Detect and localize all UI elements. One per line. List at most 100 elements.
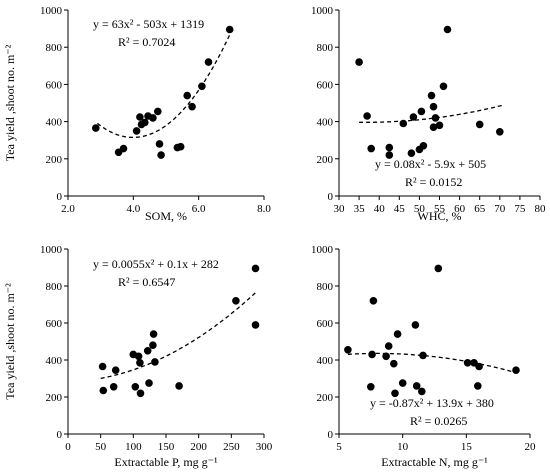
data-point (198, 82, 206, 91)
data-point (496, 128, 504, 136)
equation-label: y = -0.87x² + 13.9x + 380 (370, 396, 494, 410)
data-point (382, 352, 390, 361)
data-point (439, 82, 448, 91)
data-point (463, 359, 472, 367)
y-tick-label: 0 (57, 429, 63, 441)
data-point (154, 107, 162, 116)
data-point (417, 107, 426, 116)
data-point (399, 119, 408, 128)
data-point (512, 366, 520, 375)
data-point (344, 346, 352, 354)
data-point (434, 264, 443, 273)
x-axis-title: Extractable N, mg g⁻¹ (381, 455, 488, 469)
data-point (429, 123, 438, 131)
r-squared-label: R² = 0.0265 (410, 414, 467, 428)
y-tick-label: 1000 (311, 5, 334, 17)
data-point (176, 142, 185, 151)
data-point (141, 118, 149, 127)
data-point (92, 124, 100, 132)
y-tick-label: 0 (328, 429, 334, 441)
data-point (474, 382, 482, 390)
data-point (145, 379, 153, 387)
data-point (225, 25, 234, 34)
y-tick-label: 800 (317, 281, 334, 293)
data-point (119, 144, 128, 153)
data-point (475, 362, 483, 371)
y-tick-label: 800 (46, 281, 63, 293)
x-tick-label: 200 (190, 441, 207, 453)
equation-label: y = 63x² - 503x + 1319 (93, 17, 204, 31)
data-point (232, 297, 240, 305)
data-point (418, 387, 426, 396)
y-tick-label: 200 (46, 154, 63, 166)
y-tick-label: 200 (46, 392, 63, 404)
y-tick-label: 1000 (40, 244, 63, 256)
r-squared-label: R² = 0.0152 (405, 175, 462, 189)
equation-label: y = 0.0055x² + 0.1x + 282 (93, 257, 219, 271)
data-point (429, 102, 438, 111)
data-point (385, 151, 394, 159)
panel-extractable-n: 0 200 400 600 800 1000 5 10 15 20 Extractable N, m… (311, 244, 536, 469)
y-tick-label: 600 (46, 79, 63, 91)
data-point (411, 321, 420, 329)
x-tick-label: 70 (494, 203, 506, 215)
y-axis-title: Tea yield ,shoot no. m⁻² (3, 44, 17, 161)
data-point (132, 127, 141, 135)
x-tick-label: 50 (414, 203, 426, 215)
x-tick-label: 0 (65, 441, 71, 453)
x-tick-label: 55 (434, 203, 446, 215)
data-point (149, 114, 157, 122)
x-tick-label: 100 (125, 441, 142, 453)
data-point (363, 112, 371, 120)
data-point (391, 389, 399, 398)
y-tick-label: 200 (317, 154, 334, 166)
data-point (157, 151, 165, 159)
data-point (384, 342, 393, 350)
data-point (390, 359, 398, 368)
data-point (175, 382, 183, 390)
data-point (435, 121, 444, 130)
panel-som: 0 200 400 600 800 1000 2.0 4.0 6.0 8.0 SOM, % Tea y… (3, 5, 271, 223)
data-point (188, 102, 196, 111)
data-point (419, 351, 427, 360)
y-axis-title: Tea yield ,shoot no. m⁻² (3, 283, 17, 400)
data-point (155, 140, 164, 148)
data-point (409, 113, 418, 121)
x-tick-label: 75 (514, 203, 526, 215)
data-point (419, 142, 428, 150)
x-tick-label: 300 (256, 441, 273, 453)
x-tick-label: 65 (474, 203, 486, 215)
data-point (367, 144, 376, 153)
data-point (368, 350, 376, 359)
panel-extractable-p: 0 200 400 600 800 1000 0 50 100 150 200 250 300 Extra… (3, 244, 273, 469)
x-tick-label: 5 (336, 441, 342, 453)
data-point (367, 383, 375, 391)
x-tick-label: 10 (397, 441, 409, 453)
trendline (97, 34, 231, 139)
data-point (355, 58, 363, 66)
y-tick-label: 600 (46, 318, 63, 330)
equation-label: y = 0.08x² - 5.9x + 505 (375, 157, 486, 171)
x-tick-label: 150 (158, 441, 175, 453)
data-point (427, 91, 436, 100)
data-point (412, 382, 421, 390)
data-point (443, 25, 452, 34)
x-axis-title: Extractable P, mg g⁻¹ (114, 455, 218, 469)
r-squared-label: R² = 0.7024 (118, 35, 175, 49)
x-tick-label: 35 (354, 203, 366, 215)
data-point (143, 347, 152, 355)
x-tick-label: 40 (374, 203, 386, 215)
data-point (99, 386, 108, 395)
y-tick-label: 400 (317, 117, 334, 129)
panel-whc: 0 200 400 600 800 1000 30 35 40 45 50 55 60 65 70 75 80 W… (311, 5, 546, 223)
x-tick-label: 15 (461, 441, 473, 453)
x-tick-label: 45 (394, 203, 406, 215)
data-point (111, 366, 120, 375)
y-tick-label: 0 (57, 191, 63, 203)
data-point (398, 379, 407, 387)
data-point (475, 120, 484, 129)
data-point (431, 114, 440, 122)
y-tick-label: 1000 (40, 5, 63, 17)
x-tick-label: 80 (535, 203, 547, 215)
trendline (347, 352, 518, 374)
